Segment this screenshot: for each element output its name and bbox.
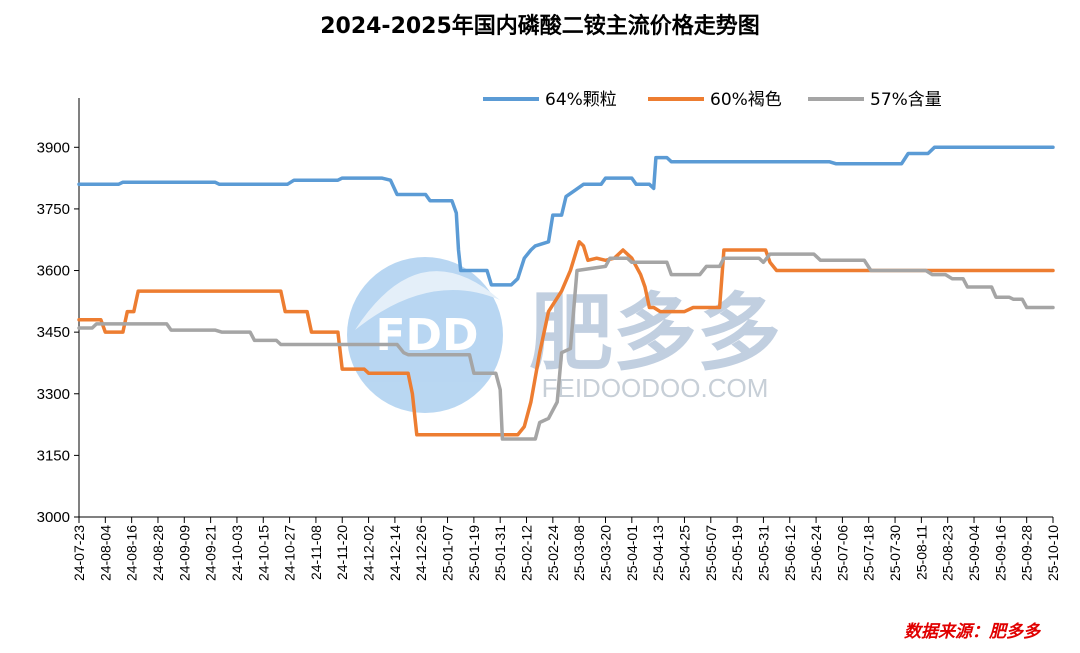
x-tick-label: 24-10-03 (229, 525, 245, 581)
x-tick-label: 25-01-31 (492, 525, 508, 581)
x-tick-label: 25-03-08 (571, 525, 587, 581)
x-tick-label: 25-07-18 (861, 525, 877, 581)
source-note: 数据来源：肥多多 (904, 622, 1042, 642)
x-tick-label: 25-01-19 (466, 525, 482, 581)
legend-label-2: 60%褐色 (710, 90, 782, 110)
x-tick-label: 25-05-19 (729, 525, 745, 581)
legend: 64%颗粒 60%褐色 57%含量 (483, 90, 942, 110)
chart-title: 2024-2025年国内磷酸二铵主流价格走势图 (320, 13, 760, 39)
x-tick-label: 25-07-30 (887, 525, 903, 581)
x-tick-label: 25-05-31 (755, 525, 771, 581)
axes (78, 98, 1053, 518)
series-line-3 (77, 252, 1055, 441)
x-tick-label: 25-09-04 (966, 525, 982, 581)
watermark-brand: 肥多多 (529, 284, 781, 382)
x-tick-label: 25-09-16 (992, 525, 1008, 581)
legend-label-3: 57%含量 (870, 90, 942, 110)
y-tick-label: 3000 (37, 509, 70, 526)
x-tick-label: 24-08-04 (97, 525, 113, 581)
x-tick-label: 25-02-12 (519, 525, 535, 581)
series-lines (77, 145, 1055, 441)
x-tick-label: 25-10-10 (1045, 525, 1061, 581)
x-tick-label: 24-07-23 (71, 525, 87, 581)
x-tick-label: 24-09-09 (176, 525, 192, 581)
series-line-1 (77, 145, 1055, 287)
x-tick-label: 25-06-12 (782, 525, 798, 581)
x-tick-label: 25-03-20 (597, 525, 613, 581)
y-tick-label: 3150 (37, 447, 70, 464)
x-tick-label: 24-10-15 (255, 525, 271, 581)
y-tick-label: 3750 (37, 201, 70, 218)
x-tick-label: 24-12-14 (387, 525, 403, 581)
x-tick-label: 25-04-01 (624, 525, 640, 581)
y-axis-ticks: 3000 3150 3300 3450 3600 3750 3900 (37, 139, 79, 526)
legend-label-1: 64%颗粒 (545, 90, 617, 110)
watermark-leaf-icon (355, 271, 500, 330)
x-tick-label: 25-08-23 (940, 525, 956, 581)
x-tick-label: 25-05-07 (703, 525, 719, 581)
x-tick-label: 25-07-06 (834, 525, 850, 581)
x-tick-label: 24-08-28 (150, 525, 166, 581)
watermark-domain: FEIDOODOO.COM (542, 373, 769, 403)
x-tick-label: 25-02-24 (545, 525, 561, 581)
x-tick-label: 25-01-07 (440, 525, 456, 581)
x-tick-label: 24-10-27 (282, 525, 298, 581)
y-tick-label: 3300 (37, 386, 70, 403)
series-line-2 (77, 240, 1055, 437)
x-tick-label: 24-08-16 (124, 525, 140, 581)
x-tick-label: 25-06-24 (808, 525, 824, 581)
watermark-logo-text: FDD (375, 310, 478, 361)
x-tick-label: 25-04-13 (650, 525, 666, 581)
x-tick-label: 25-04-25 (676, 525, 692, 581)
x-tick-label: 24-09-21 (203, 525, 219, 581)
x-tick-label: 24-11-08 (308, 525, 324, 580)
x-tick-label: 24-12-26 (413, 525, 429, 581)
x-tick-label: 24-12-02 (361, 525, 377, 581)
y-tick-label: 3600 (37, 263, 70, 280)
x-tick-label: 25-08-11 (913, 525, 929, 580)
x-tick-label: 25-09-28 (1019, 525, 1035, 581)
x-tick-label: 24-11-20 (334, 525, 350, 580)
x-axis-ticks: 24-07-23 24-08-04 24-08-16 24-08-28 24-09-09… (71, 517, 1061, 581)
y-tick-label: 3450 (37, 324, 70, 341)
y-tick-label: 3900 (37, 139, 70, 156)
